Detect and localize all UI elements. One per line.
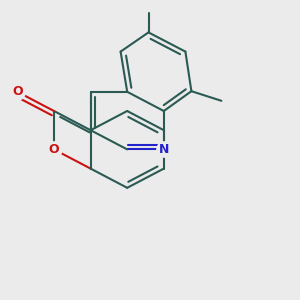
Text: O: O (49, 143, 59, 156)
Text: O: O (12, 85, 23, 98)
Text: N: N (159, 143, 169, 156)
